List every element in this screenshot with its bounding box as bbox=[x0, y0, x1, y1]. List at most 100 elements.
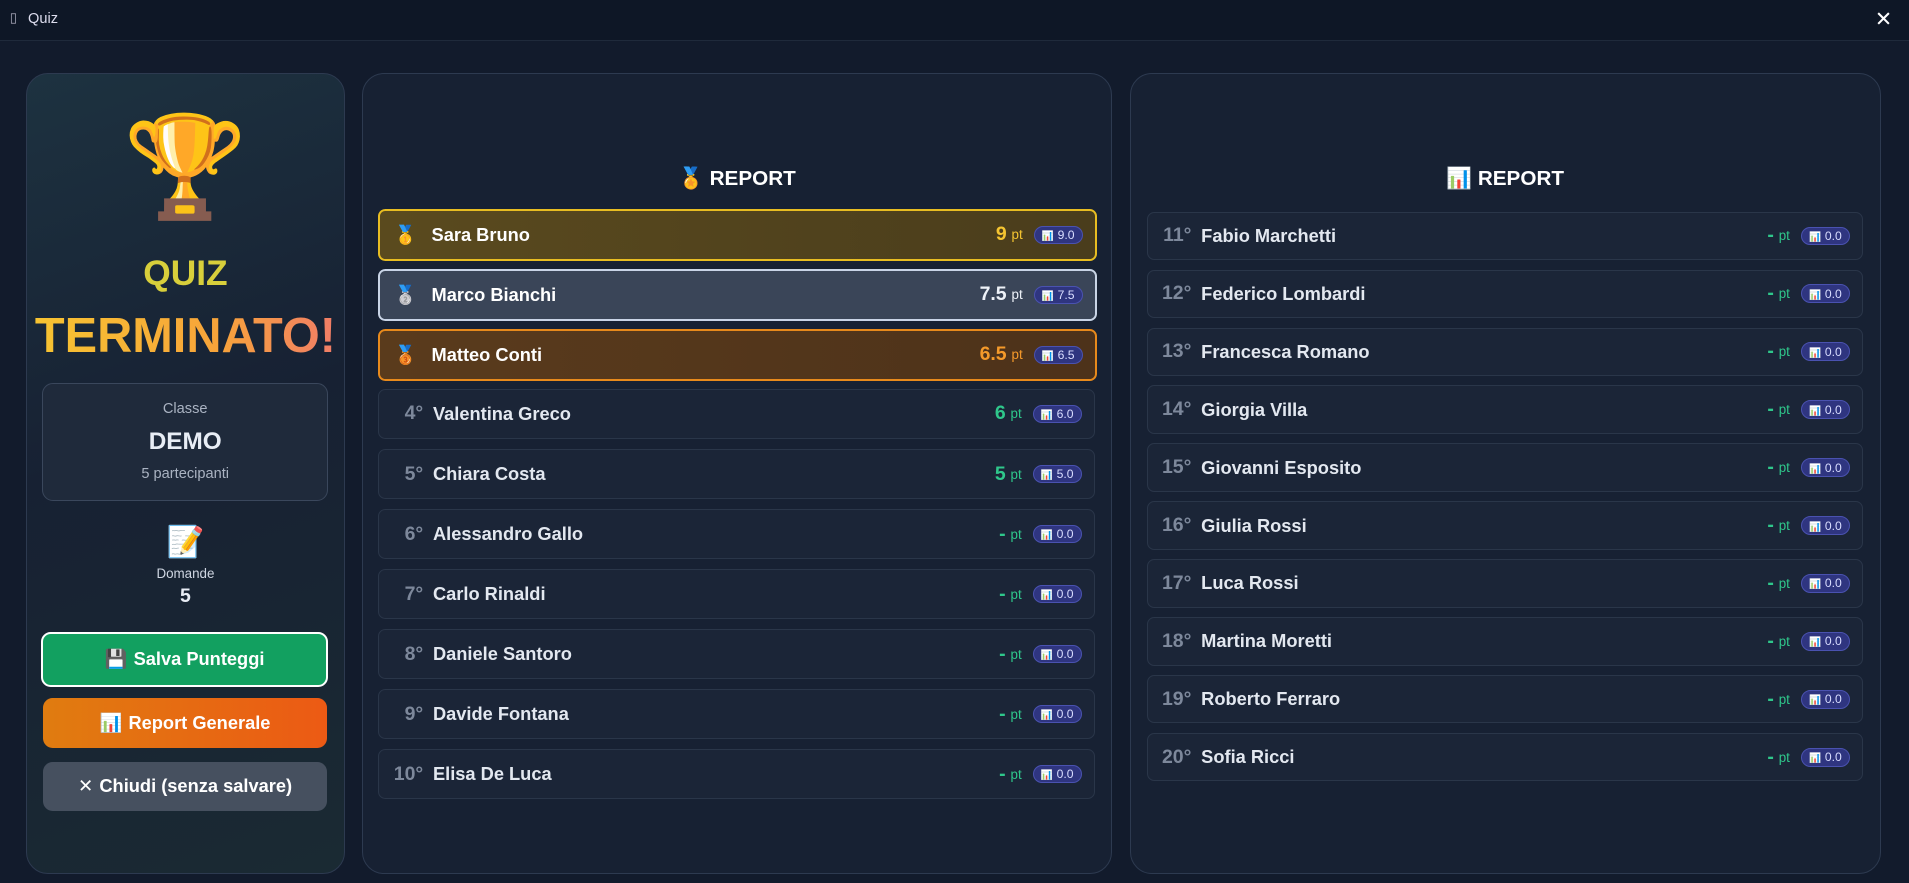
class-name: DEMO bbox=[148, 428, 222, 456]
score-unit: pt bbox=[1010, 526, 1022, 542]
badge-icon: 📊 bbox=[1040, 710, 1054, 722]
student-name: Chiara Costa bbox=[432, 463, 546, 484]
window-title: Quiz bbox=[28, 10, 59, 27]
questions-count: 5 bbox=[180, 585, 191, 608]
report-button[interactable]: 📊 Report Generale bbox=[42, 697, 328, 748]
rank: 5° bbox=[404, 462, 424, 485]
score: - bbox=[1767, 571, 1774, 594]
badge-icon: 📊 bbox=[1041, 350, 1055, 362]
save-button[interactable]: 💾 Salva Punteggi bbox=[41, 631, 328, 687]
badge-value: 0.0 bbox=[1824, 750, 1842, 765]
score-unit: pt bbox=[1010, 586, 1022, 602]
rank: 10° bbox=[393, 762, 424, 785]
rank: 13° bbox=[1161, 340, 1192, 363]
badge-value: 0.0 bbox=[1824, 692, 1842, 707]
student-name: Valentina Greco bbox=[432, 402, 571, 424]
badge-value: 0.0 bbox=[1824, 634, 1842, 649]
badge-value: 9.0 bbox=[1057, 227, 1075, 242]
participants: 5 partecipanti bbox=[141, 465, 230, 482]
student-name: Federico Lombardi bbox=[1201, 282, 1366, 304]
ranking-row: 🥉 Matteo Conti 6.5 pt 📊 6.5 bbox=[378, 329, 1098, 381]
score-unit: pt bbox=[1778, 518, 1790, 533]
grade-badge: 📊 7.5 bbox=[1033, 285, 1083, 305]
student-name: Fabio Marchetti bbox=[1201, 224, 1337, 246]
score: - bbox=[999, 762, 1006, 785]
medal-icon: 🥇 bbox=[394, 223, 417, 245]
badge-icon: 📊 bbox=[1809, 405, 1822, 417]
badge-icon: 📊 bbox=[1809, 521, 1822, 533]
title-line1: QUIZ bbox=[143, 254, 228, 294]
student-name: Roberto Ferraro bbox=[1201, 688, 1341, 710]
badge-icon: 📊 bbox=[1040, 770, 1054, 782]
grade-badge: 📊 0.0 bbox=[1032, 704, 1082, 724]
rank: 15° bbox=[1161, 456, 1192, 479]
grade-badge: 📊 0.0 bbox=[1032, 524, 1082, 544]
score: - bbox=[999, 582, 1006, 605]
student-name: Sara Bruno bbox=[431, 223, 530, 245]
grade-badge: 📊 0.0 bbox=[1800, 458, 1851, 477]
student-name: Sofia Ricci bbox=[1201, 746, 1295, 768]
badge-value: 0.0 bbox=[1056, 707, 1074, 722]
rank: 8° bbox=[404, 642, 424, 665]
badge-value: 0.0 bbox=[1056, 587, 1074, 602]
panel-title-text: REPORT bbox=[709, 166, 796, 190]
student-name: Giovanni Esposito bbox=[1201, 456, 1362, 478]
grade-badge: 📊 0.0 bbox=[1800, 632, 1851, 651]
badge-value: 0.0 bbox=[1824, 576, 1842, 591]
score-unit: pt bbox=[1778, 691, 1790, 707]
grade-badge: 📊 0.0 bbox=[1800, 748, 1851, 767]
score: - bbox=[1767, 340, 1774, 363]
score-unit: pt bbox=[1010, 406, 1022, 422]
memo-icon: 📝 bbox=[166, 524, 205, 559]
rank: 17° bbox=[1161, 571, 1192, 594]
badge-icon: 📊 bbox=[1809, 289, 1822, 301]
window-close[interactable]: ✕ bbox=[1874, 8, 1893, 32]
student-name: Elisa De Luca bbox=[432, 763, 552, 785]
score: - bbox=[1767, 456, 1774, 479]
rank: 19° bbox=[1161, 687, 1192, 710]
badge-value: 5.0 bbox=[1056, 467, 1074, 481]
student-name: Giorgia Villa bbox=[1201, 398, 1308, 420]
score: - bbox=[1767, 224, 1774, 247]
ranking-row: 17° Luca Rossi - pt 📊 0.0 bbox=[1146, 559, 1864, 608]
student-name: Luca Rossi bbox=[1201, 572, 1299, 594]
rank: 7° bbox=[404, 582, 424, 605]
rank: 12° bbox=[1161, 282, 1192, 305]
score: 7.5 bbox=[979, 283, 1007, 306]
badge-value: 0.0 bbox=[1824, 460, 1842, 475]
ranking-row: 18° Martina Moretti - pt 📊 0.0 bbox=[1146, 617, 1864, 666]
student-name: Carlo Rinaldi bbox=[432, 583, 546, 605]
score-unit: pt bbox=[1778, 228, 1790, 244]
ranking-panel: 📊 REPORT 11° Fabio Marchetti - pt 📊 0.0 12° Fed… bbox=[1129, 73, 1881, 874]
badge-icon: 📊 bbox=[1040, 650, 1054, 662]
ranking-row: 8° Daniele Santoro - pt 📊 0.0 bbox=[378, 629, 1096, 679]
student-name: Martina Moretti bbox=[1201, 630, 1332, 652]
grade-badge: 📊 0.0 bbox=[1800, 516, 1851, 535]
ranking-row: 16° Giulia Rossi - pt 📊 0.0 bbox=[1146, 501, 1864, 550]
ranking-row: 4° Valentina Greco 6 pt 📊 6.0 bbox=[378, 389, 1096, 439]
grade-badge: 📊 6.0 bbox=[1032, 404, 1082, 424]
button-label: Report Generale bbox=[128, 711, 271, 733]
badge-icon: 📊 bbox=[1809, 579, 1822, 591]
badge-icon: 📊 bbox=[1809, 637, 1822, 649]
grade-badge: 📊 0.0 bbox=[1800, 574, 1851, 593]
ranking-row: 12° Federico Lombardi - pt 📊 0.0 bbox=[1146, 269, 1864, 318]
score: - bbox=[1767, 398, 1774, 421]
badge-value: 0.0 bbox=[1824, 518, 1842, 533]
panel-title-text: REPORT bbox=[1477, 166, 1565, 190]
score: - bbox=[1767, 687, 1774, 710]
score: 6.5 bbox=[979, 343, 1007, 366]
button-icon: ✕ bbox=[78, 775, 94, 797]
badge-value: 0.0 bbox=[1056, 767, 1074, 782]
badge-value: 0.0 bbox=[1824, 402, 1842, 417]
score-unit: pt bbox=[1011, 347, 1023, 363]
score-unit: pt bbox=[1010, 706, 1022, 722]
score-unit: pt bbox=[1778, 286, 1790, 302]
button-label: Chiudi (senza salvare) bbox=[99, 775, 293, 797]
ranking-row: 6° Alessandro Gallo - pt 📊 0.0 bbox=[378, 509, 1096, 559]
score-unit: pt bbox=[1010, 466, 1022, 482]
ranking-row: 10° Elisa De Luca - pt 📊 0.0 bbox=[378, 749, 1096, 799]
grade-badge: 📊 9.0 bbox=[1033, 225, 1083, 245]
close-button[interactable]: ✕ Chiudi (senza salvare) bbox=[42, 762, 328, 811]
